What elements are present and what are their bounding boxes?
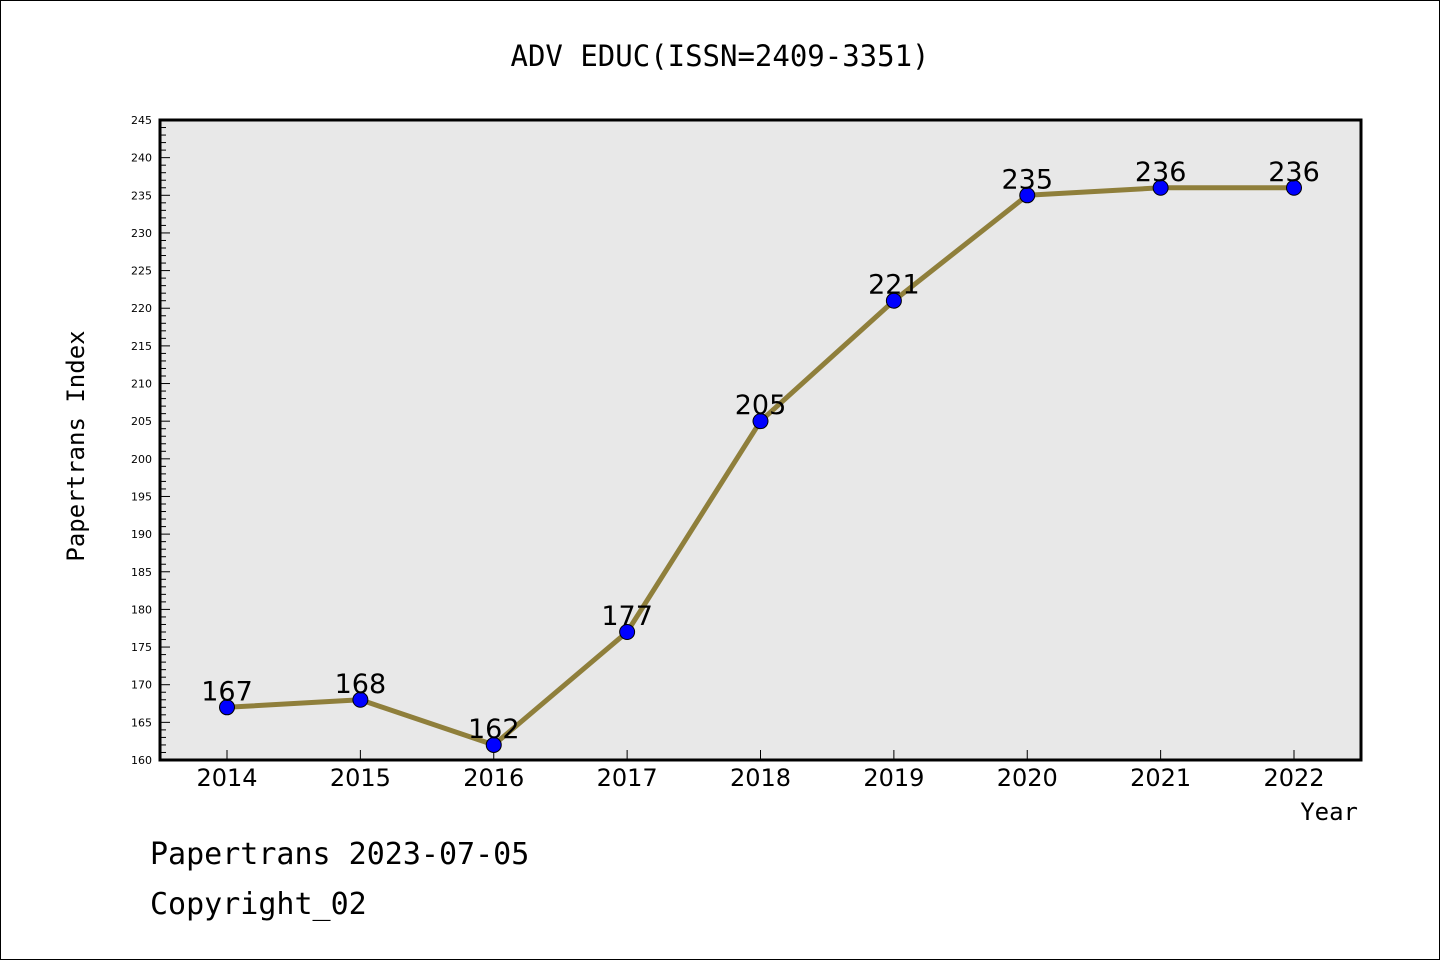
y-tick-label: 245 (131, 114, 152, 127)
x-tick-label: 2022 (1263, 764, 1324, 792)
data-label: 168 (335, 669, 387, 700)
data-point (352, 691, 369, 708)
x-tick-label: 2015 (330, 764, 391, 792)
plot-area (158, 118, 1363, 762)
data-label: 236 (1268, 157, 1320, 188)
data-point (219, 699, 235, 716)
x-tick-label: 2014 (196, 764, 257, 792)
y-axis: 160 165 170 175 180 185 190 195 200 205 210 215 220 2… (131, 114, 170, 767)
data-label: 236 (1135, 157, 1187, 188)
chart-title: ADV EDUC(ISSN=2409-3351) (510, 39, 929, 73)
y-tick-label: 210 (131, 378, 152, 391)
data-point (485, 736, 502, 753)
y-tick-label: 195 (131, 490, 152, 503)
y-tick-label: 205 (131, 415, 152, 428)
x-tick-label: 2019 (863, 764, 924, 792)
x-tick-label: 2016 (463, 764, 524, 792)
y-tick-label: 165 (131, 716, 152, 729)
y-tick-label: 170 (131, 679, 152, 692)
data-point (1286, 179, 1302, 196)
data-label: 235 (1001, 164, 1053, 195)
y-tick-label: 215 (131, 340, 152, 353)
y-tick-label: 160 (131, 754, 152, 767)
y-tick-label: 185 (131, 566, 152, 579)
x-axis: 2014 2015 2016 2017 2018 2019 2020 2021 2022 (196, 750, 1325, 792)
x-tick-label: 2017 (597, 764, 658, 792)
y-tick-label: 235 (131, 189, 152, 202)
x-tick-label: 2018 (730, 764, 791, 792)
y-tick-label: 240 (131, 152, 152, 165)
x-tick-label: 2021 (1130, 764, 1191, 792)
y-tick-label: 230 (131, 227, 152, 240)
footer-date: Papertrans 2023-07-05 (150, 837, 529, 872)
series-papertrans-index: 167 168 162 177 205 221 235 236 236 (201, 157, 1320, 753)
y-tick-label: 200 (131, 453, 152, 466)
data-label: 205 (735, 390, 787, 421)
data-point (752, 413, 769, 430)
y-tick-label: 175 (131, 641, 152, 654)
data-label: 167 (201, 676, 253, 707)
data-point (1152, 179, 1169, 196)
x-tick-label: 2020 (997, 764, 1058, 792)
data-label: 221 (868, 270, 920, 301)
x-axis-label: Year (1300, 798, 1358, 826)
y-axis-label: Papertrans Index (62, 330, 90, 561)
y-tick-label: 190 (131, 528, 152, 541)
data-label: 162 (468, 714, 520, 745)
data-point (885, 292, 902, 309)
y-tick-label: 220 (131, 302, 152, 315)
y-tick-label: 225 (131, 265, 152, 278)
data-point (1019, 187, 1036, 204)
data-point (619, 624, 636, 640)
footer-copyright: Copyright_02 (150, 887, 367, 922)
y-tick-label: 180 (131, 603, 152, 616)
data-label: 177 (601, 601, 653, 632)
